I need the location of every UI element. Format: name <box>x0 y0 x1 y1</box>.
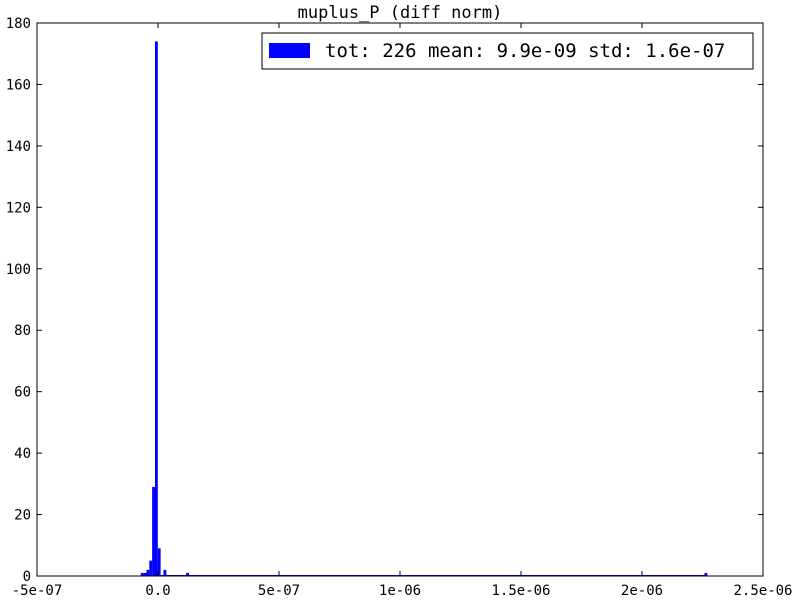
x-tick-label: 1e-06 <box>379 583 421 599</box>
y-tick-label: 20 <box>14 508 31 524</box>
y-tick-label: 80 <box>14 323 31 339</box>
chart-title: muplus_P (diff norm) <box>298 3 503 23</box>
legend: tot: 226 mean: 9.9e-09 std: 1.6e-07 <box>261 32 754 70</box>
y-tick-label: 0 <box>23 569 31 585</box>
y-tick-label: 180 <box>6 16 31 32</box>
histogram-bar <box>157 548 161 576</box>
legend-label: tot: 226 mean: 9.9e-09 std: 1.6e-07 <box>325 40 725 62</box>
y-tick-label: 100 <box>6 262 31 278</box>
histogram-bar <box>143 572 147 576</box>
x-tick-label: 0.0 <box>145 583 170 599</box>
x-tick-label: 5e-07 <box>258 583 300 599</box>
histogram-bar <box>163 569 167 576</box>
x-tick-label: 1.5e-06 <box>491 583 550 599</box>
histogram-bar <box>186 572 189 576</box>
histogram-bar <box>140 572 144 576</box>
plot-area-frame <box>36 22 764 577</box>
legend-swatch <box>269 43 310 58</box>
x-tick-label: 2.5e-06 <box>733 583 792 599</box>
x-tick-label: 2e-06 <box>621 583 663 599</box>
histogram-bar <box>152 486 155 576</box>
y-tick-label: 40 <box>14 446 31 462</box>
axis-ticks: -5e-07 0.0 5e-07 1e-06 1.5e-06 2e-06 2.5e-06 0 2… <box>6 16 793 599</box>
y-tick-label: 140 <box>6 139 31 155</box>
y-tick-label: 120 <box>6 200 31 216</box>
legend-box <box>261 32 754 70</box>
y-tick-label: 160 <box>6 77 31 93</box>
x-tick-label: -5e-07 <box>12 583 63 599</box>
histogram-bar <box>146 569 150 576</box>
histogram-bar <box>149 560 153 576</box>
histogram-bar <box>704 572 708 576</box>
y-tick-label: 60 <box>14 385 31 401</box>
histogram-bar <box>154 41 158 576</box>
